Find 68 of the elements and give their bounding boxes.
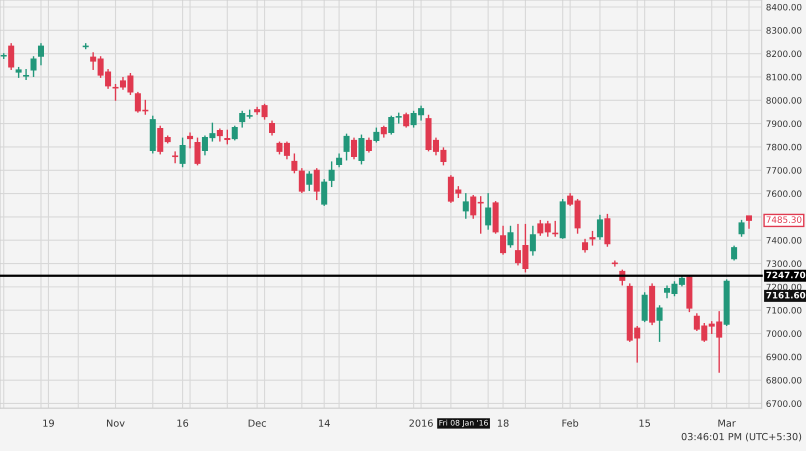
x-tick-label: 16	[177, 419, 188, 427]
y-tick-label: 7400.00	[766, 237, 802, 244]
y-tick-label: 6700.00	[766, 400, 802, 407]
x-tick-label: 2016	[409, 419, 433, 427]
x-tick-label: 18	[498, 419, 509, 427]
candlestick	[269, 120, 276, 136]
candlestick	[731, 244, 738, 262]
candlestick	[366, 136, 372, 154]
candlestick	[224, 128, 230, 146]
candlestick	[350, 136, 358, 160]
y-tick-label: 7100.00	[766, 307, 802, 314]
candlestick	[485, 192, 492, 230]
text: 03:46:01 PM (UTC+5:30)	[682, 432, 802, 442]
candlestick	[232, 125, 238, 142]
candlestick	[306, 170, 312, 192]
candlestick	[380, 125, 387, 138]
candlestick	[336, 152, 342, 168]
y-tick-label: 7600.00	[766, 190, 802, 198]
candlestick	[596, 214, 603, 240]
y-tick-label: 7000.00	[766, 330, 802, 337]
candlestick	[656, 304, 663, 343]
y-tick-label: 8200.00	[766, 50, 802, 58]
y-tick-label: 7800.00	[766, 144, 802, 150]
y-tick-label: 6800.00	[766, 376, 802, 384]
candlestick	[172, 150, 178, 164]
x-tick-label: 14	[319, 420, 330, 427]
x-tick-label: 15	[640, 420, 650, 427]
candlestick	[738, 219, 745, 238]
x-tick-label: Dec	[248, 420, 266, 427]
candlestick	[373, 126, 380, 144]
y-tick-label: 7900.00	[766, 120, 802, 128]
candlestick	[321, 178, 328, 207]
candlestick	[344, 132, 350, 162]
candlestick	[530, 225, 536, 256]
y-tick-label: 6900.00	[766, 354, 802, 360]
candlestick	[216, 128, 223, 142]
y-tick-label: 8400.00	[766, 4, 802, 10]
candlestick	[30, 56, 37, 78]
text: 7161.60	[766, 292, 806, 298]
candlestick	[462, 192, 469, 220]
text: 7485.30	[766, 216, 802, 223]
candlestick	[552, 220, 558, 238]
x-tick-label: Nov	[106, 420, 125, 427]
candlestick	[180, 136, 186, 168]
y-tick-label: 7700.00	[766, 167, 802, 174]
candlestick	[16, 66, 22, 79]
candlestick	[8, 42, 14, 71]
x-tick-label: Feb	[562, 419, 578, 427]
y-tick-label: 8000.00	[766, 97, 802, 104]
y-tick-label: 8100.00	[766, 74, 802, 80]
candlestick	[358, 134, 364, 166]
candlestick	[194, 136, 201, 166]
y-tick-label: 8300.00	[766, 27, 802, 34]
ref-line-label: 7247.70	[766, 272, 806, 278]
candlestick	[23, 68, 30, 81]
candlestick	[187, 132, 194, 150]
x-tick-label: 19	[43, 419, 54, 427]
candlestick	[38, 42, 44, 66]
candlestick	[508, 225, 514, 248]
candlestick	[589, 230, 596, 246]
candlestick	[746, 215, 752, 230]
candlestick	[582, 238, 588, 254]
x-tick-label: Mar	[718, 420, 736, 427]
candlestick	[328, 160, 335, 188]
candlestick	[500, 225, 506, 256]
y-tick-label: 7300.00	[766, 260, 802, 267]
candlestick	[403, 112, 410, 128]
candlestick	[314, 167, 320, 201]
